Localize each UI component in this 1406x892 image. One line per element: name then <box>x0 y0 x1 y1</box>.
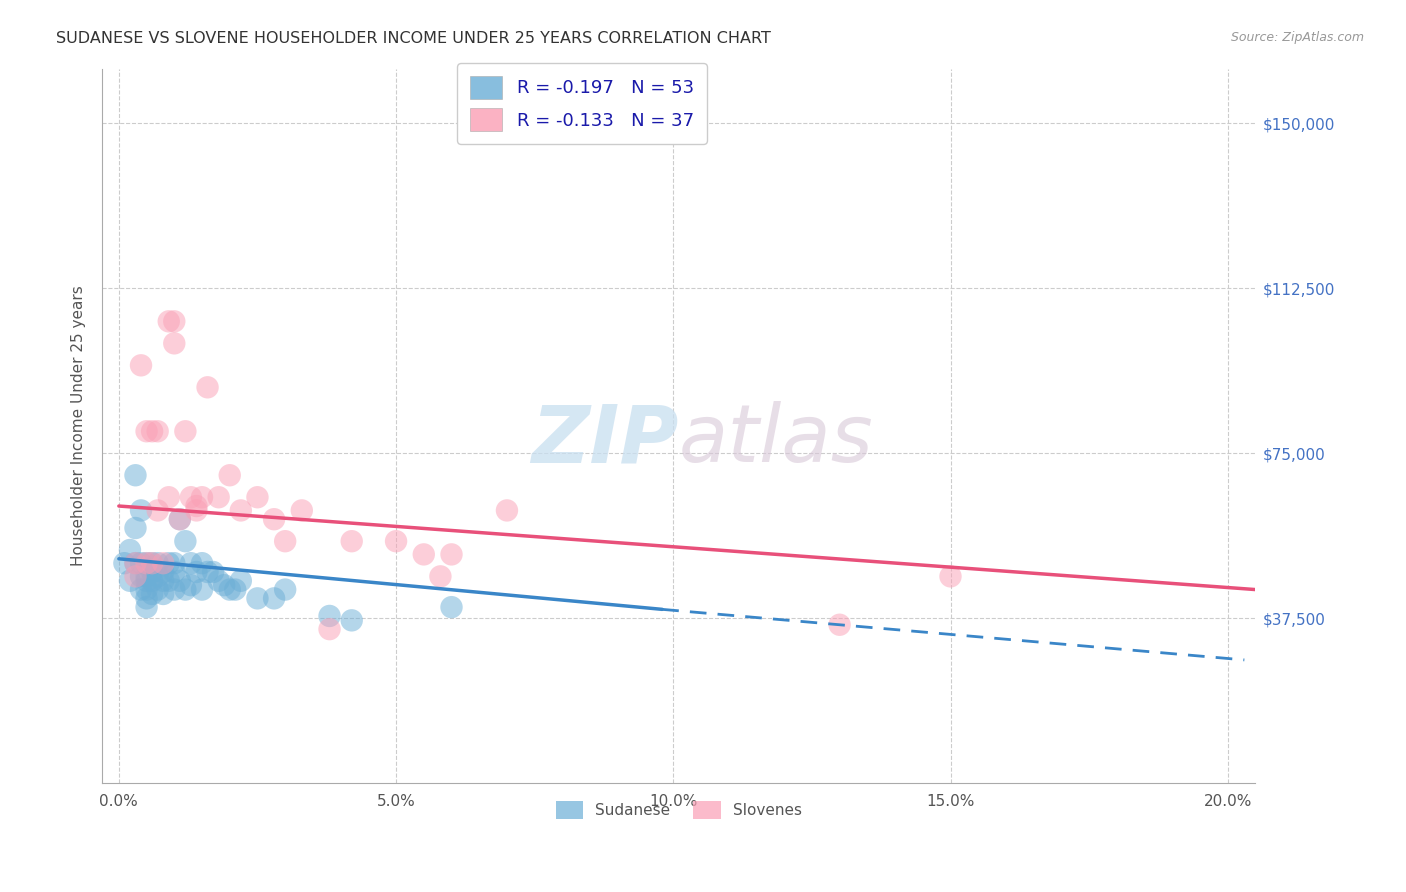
Point <box>263 591 285 606</box>
Point <box>163 556 186 570</box>
Point <box>157 556 180 570</box>
Point <box>224 582 246 597</box>
Point <box>440 600 463 615</box>
Point <box>135 556 157 570</box>
Point <box>191 556 214 570</box>
Point <box>152 587 174 601</box>
Point <box>191 582 214 597</box>
Point <box>146 556 169 570</box>
Point <box>440 548 463 562</box>
Point <box>163 565 186 579</box>
Point <box>135 569 157 583</box>
Point <box>263 512 285 526</box>
Point <box>202 565 225 579</box>
Point <box>385 534 408 549</box>
Point <box>129 503 152 517</box>
Point <box>141 587 163 601</box>
Point <box>146 424 169 438</box>
Point <box>129 556 152 570</box>
Point <box>141 556 163 570</box>
Point <box>318 622 340 636</box>
Point <box>412 548 434 562</box>
Point <box>157 314 180 328</box>
Text: atlas: atlas <box>679 401 873 479</box>
Point <box>129 569 152 583</box>
Point <box>340 613 363 627</box>
Point <box>152 565 174 579</box>
Point <box>141 556 163 570</box>
Point <box>212 578 235 592</box>
Point <box>124 569 146 583</box>
Point <box>141 424 163 438</box>
Point <box>191 490 214 504</box>
Point <box>208 490 231 504</box>
Point <box>174 534 197 549</box>
Point <box>180 578 202 592</box>
Point <box>135 591 157 606</box>
Text: SUDANESE VS SLOVENE HOUSEHOLDER INCOME UNDER 25 YEARS CORRELATION CHART: SUDANESE VS SLOVENE HOUSEHOLDER INCOME U… <box>56 31 770 46</box>
Point <box>169 512 191 526</box>
Text: ZIP: ZIP <box>531 401 679 479</box>
Point <box>186 499 208 513</box>
Point <box>146 582 169 597</box>
Point <box>197 380 219 394</box>
Point <box>186 503 208 517</box>
Legend: Sudanese, Slovenes: Sudanese, Slovenes <box>550 795 808 825</box>
Point <box>246 591 269 606</box>
Point <box>146 569 169 583</box>
Point <box>118 543 141 558</box>
Point <box>291 503 314 517</box>
Point <box>124 521 146 535</box>
Point <box>135 582 157 597</box>
Y-axis label: Householder Income Under 25 years: Householder Income Under 25 years <box>72 285 86 566</box>
Point <box>135 600 157 615</box>
Point <box>274 534 297 549</box>
Point <box>135 556 157 570</box>
Point <box>112 556 135 570</box>
Point <box>180 556 202 570</box>
Point <box>169 574 191 588</box>
Point <box>186 565 208 579</box>
Point <box>135 424 157 438</box>
Point <box>197 565 219 579</box>
Point <box>340 534 363 549</box>
Point <box>218 468 240 483</box>
Point <box>163 314 186 328</box>
Point <box>135 574 157 588</box>
Point <box>124 468 146 483</box>
Point <box>141 565 163 579</box>
Point <box>157 490 180 504</box>
Point <box>828 617 851 632</box>
Point <box>429 569 451 583</box>
Point <box>174 582 197 597</box>
Point <box>169 512 191 526</box>
Point <box>129 359 152 373</box>
Point <box>157 574 180 588</box>
Point <box>496 503 519 517</box>
Point <box>229 574 252 588</box>
Point <box>124 556 146 570</box>
Point <box>174 424 197 438</box>
Point <box>939 569 962 583</box>
Point <box>163 336 186 351</box>
Point <box>152 556 174 570</box>
Point <box>208 574 231 588</box>
Text: Source: ZipAtlas.com: Source: ZipAtlas.com <box>1230 31 1364 45</box>
Point <box>246 490 269 504</box>
Point <box>118 574 141 588</box>
Point <box>218 582 240 597</box>
Point <box>146 503 169 517</box>
Point <box>124 556 146 570</box>
Point <box>129 582 152 597</box>
Point <box>180 490 202 504</box>
Point <box>274 582 297 597</box>
Point <box>318 609 340 624</box>
Point <box>152 574 174 588</box>
Point <box>141 574 163 588</box>
Point <box>229 503 252 517</box>
Point <box>163 582 186 597</box>
